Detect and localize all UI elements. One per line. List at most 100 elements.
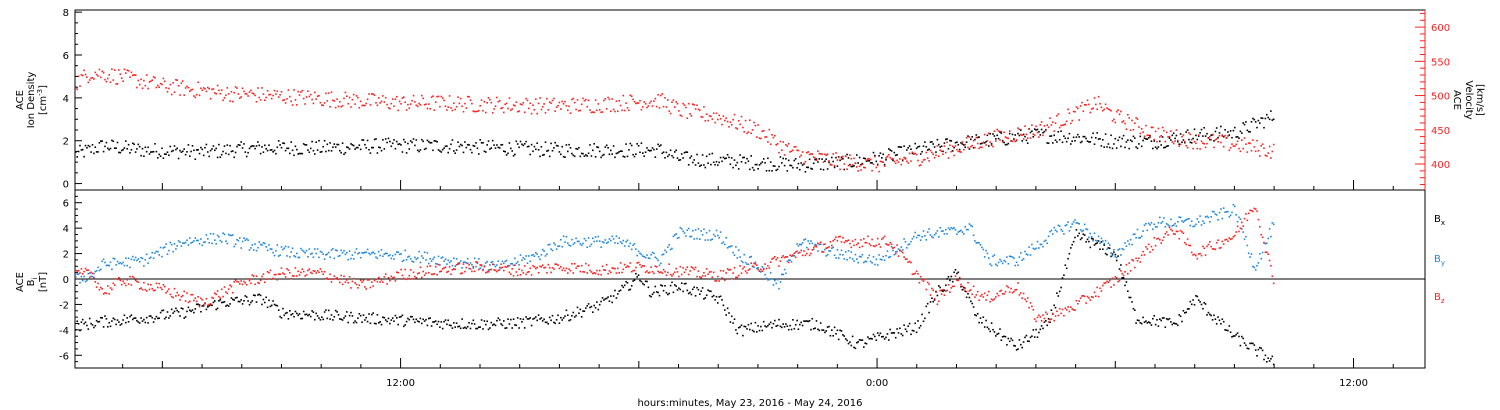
ion-density-point: [726, 154, 729, 156]
by-point: [134, 256, 137, 259]
by-point: [771, 278, 773, 280]
bx-point: [928, 311, 930, 314]
ion-density-point: [380, 149, 383, 152]
velocity-point: [179, 94, 181, 96]
ion-density-point: [273, 149, 276, 152]
velocity-point: [151, 79, 153, 81]
bx-point: [319, 319, 322, 321]
velocity-point: [1188, 132, 1190, 134]
bx-point: [708, 290, 711, 292]
ion-density-point: [1128, 147, 1130, 150]
bx-point: [1218, 319, 1221, 322]
bz-point: [1263, 241, 1265, 244]
by-point: [1193, 225, 1196, 227]
by-point: [123, 264, 126, 267]
bz-point: [694, 266, 697, 269]
ion-density-point: [636, 143, 638, 145]
velocity-point: [1172, 142, 1175, 145]
bz-point: [1075, 299, 1078, 302]
bx-point: [187, 306, 190, 309]
velocity-point: [685, 106, 687, 109]
velocity-point: [523, 111, 526, 114]
bz-point: [366, 279, 369, 281]
bx-point: [1014, 345, 1016, 347]
velocity-point: [393, 105, 395, 107]
bz-point: [1071, 308, 1073, 310]
by-point: [1111, 254, 1114, 257]
ion-density-point: [1209, 138, 1211, 141]
ion-density-point: [422, 140, 424, 143]
ion-density-point: [929, 141, 932, 143]
by-point: [687, 227, 690, 230]
bz-point: [197, 296, 199, 298]
bx-point: [730, 315, 733, 318]
velocity-point: [294, 99, 297, 101]
ion-density-point: [243, 143, 245, 145]
by-point: [1026, 254, 1029, 256]
ion-density-point: [704, 166, 707, 169]
velocity-point: [940, 150, 943, 152]
velocity-point: [728, 126, 730, 128]
velocity-point: [112, 79, 115, 81]
ion-density-point: [433, 140, 436, 142]
bz-point: [812, 246, 815, 249]
by-point: [925, 239, 928, 241]
bz-point: [493, 269, 495, 271]
by-point: [931, 235, 933, 238]
bx-point: [874, 335, 876, 338]
velocity-point: [543, 103, 545, 105]
bx-point: [1026, 340, 1029, 342]
bz-point: [182, 294, 184, 297]
velocity-point: [586, 105, 588, 108]
velocity-point: [512, 104, 515, 106]
bx-point: [369, 322, 372, 325]
velocity-point: [159, 82, 162, 85]
bz-point: [283, 273, 286, 275]
bx-point: [564, 315, 566, 317]
velocity-point: [107, 77, 109, 80]
bx-point: [304, 313, 306, 316]
ion-density-point: [1124, 146, 1126, 149]
velocity-point: [439, 105, 441, 108]
velocity-point: [279, 93, 281, 96]
velocity-point: [201, 89, 204, 91]
bz-point: [1228, 237, 1231, 239]
by-point: [847, 250, 850, 252]
by-point: [1029, 254, 1032, 256]
bx-point: [617, 293, 619, 295]
ion-density-point: [661, 152, 664, 155]
bx-point: [929, 301, 932, 303]
velocity-point: [726, 120, 729, 123]
ion-density-point: [458, 145, 461, 148]
by-point: [118, 262, 120, 265]
by-point: [800, 243, 802, 246]
velocity-point: [332, 99, 334, 102]
ion-density-point: [323, 139, 326, 142]
ion-density-point: [808, 158, 811, 161]
bx-point: [1061, 277, 1064, 279]
bx-point: [787, 328, 790, 331]
bx-point: [732, 322, 734, 324]
bx-point: [162, 309, 165, 312]
by-point: [304, 252, 306, 254]
ion-density-point: [876, 163, 879, 166]
ion-density-point: [1111, 147, 1114, 150]
velocity-point: [429, 108, 431, 110]
bx-point: [177, 311, 180, 313]
by-point: [1211, 210, 1214, 213]
ion-density-point: [737, 168, 740, 170]
bz-point: [971, 293, 973, 296]
velocity-point: [491, 112, 494, 114]
bx-point: [468, 322, 470, 324]
by-point: [245, 238, 248, 240]
by-point: [797, 245, 800, 247]
bz-point: [1253, 207, 1256, 210]
velocity-point: [551, 99, 554, 102]
bx-point: [1040, 325, 1043, 327]
bx-point: [819, 322, 822, 324]
bz-point: [680, 273, 683, 276]
bz-point: [671, 275, 673, 277]
bz-point: [1157, 237, 1160, 240]
ion-density-point: [819, 168, 822, 170]
bx-point: [393, 320, 395, 322]
